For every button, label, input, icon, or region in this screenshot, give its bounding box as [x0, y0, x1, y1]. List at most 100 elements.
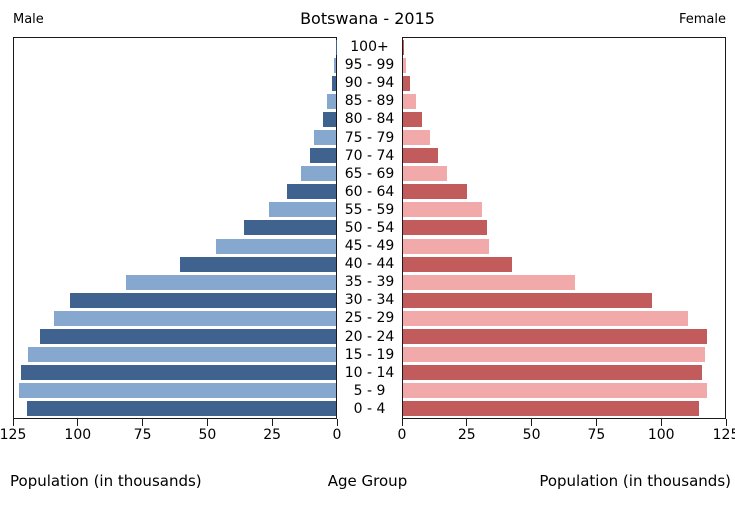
pyramid-row-female-0-4: [403, 400, 725, 418]
female-x-axis: 0 25 50 75 100 125: [398, 419, 735, 442]
age-label-30-34: 30 - 34: [344, 292, 395, 309]
pyramid-row-female-60-64: [403, 183, 725, 201]
female-bar-90-94: [403, 75, 410, 91]
male-bar-75-79: [313, 130, 336, 146]
tick-mark-0: [401, 419, 403, 426]
pyramid-row-female-5-9: [403, 382, 725, 400]
pyramid-row-male-15-19: [14, 346, 336, 364]
tick-label-75: 75: [133, 427, 152, 443]
tick-label-0: 0: [397, 427, 407, 443]
female-bar-50-54: [403, 220, 487, 236]
female-bar-65-69: [403, 166, 448, 182]
pyramid-row-female-65-69: [403, 165, 725, 183]
pyramid-row-male-25-29: [14, 309, 336, 327]
male-bar-30-34: [69, 292, 336, 308]
pyramid-row-female-45-49: [403, 237, 725, 255]
tick-mark-125: [12, 419, 14, 426]
male-bar-70-74: [309, 148, 336, 164]
pyramid-row-female-85-89: [403, 92, 725, 110]
tick-mark-75: [142, 419, 144, 426]
pyramid-row-female-35-39: [403, 273, 725, 291]
age-label-45-49: 45 - 49: [344, 238, 395, 255]
pyramid-row-male-5-9: [14, 382, 336, 400]
age-label-25-29: 25 - 29: [344, 310, 395, 327]
tick-mark-50: [531, 419, 533, 426]
female-bar-35-39: [403, 274, 576, 290]
male-bar-65-69: [301, 166, 336, 182]
pyramid-row-male-85-89: [14, 92, 336, 110]
female-bar-55-59: [403, 202, 482, 218]
age-label-0-4: 0 - 4: [353, 400, 386, 417]
pyramid-row-male-0-4: [14, 400, 336, 418]
tick-label-125: 125: [0, 427, 27, 443]
tick-label-100: 100: [64, 427, 92, 443]
pyramid-row-female-15-19: [403, 346, 725, 364]
male-bar-45-49: [215, 238, 336, 254]
age-label-100plus: 100+: [350, 39, 389, 56]
pyramid-row-female-70-74: [403, 147, 725, 165]
male-bar-5-9: [19, 383, 336, 399]
pyramid-row-female-95-99: [403, 56, 725, 74]
male-bar-50-54: [243, 220, 336, 236]
male-bar-10-14: [20, 365, 336, 381]
pyramid-row-male-90-94: [14, 74, 336, 92]
pyramid-row-male-70-74: [14, 147, 336, 165]
pyramid-row-female-25-29: [403, 309, 725, 327]
tick-label-125: 125: [712, 427, 735, 443]
tick-mark-25: [271, 419, 273, 426]
age-label-80-84: 80 - 84: [344, 111, 395, 128]
female-bar-100plus: [403, 39, 404, 55]
male-plot: [13, 37, 337, 419]
tick-mark-75: [595, 419, 597, 426]
tick-label-75: 75: [587, 427, 606, 443]
age-label-90-94: 90 - 94: [344, 75, 395, 92]
pyramid-row-female-20-24: [403, 328, 725, 346]
tick-mark-100: [77, 419, 79, 426]
female-bar-30-34: [403, 292, 652, 308]
male-bar-20-24: [39, 329, 336, 345]
pyramid-row-male-75-79: [14, 128, 336, 146]
pyramid-row-male-10-14: [14, 364, 336, 382]
age-label-70-74: 70 - 74: [344, 147, 395, 164]
female-bar-25-29: [403, 310, 689, 326]
female-bar-95-99: [403, 57, 407, 73]
pyramid-row-male-95-99: [14, 56, 336, 74]
xlabel-population-right: Population (in thousands): [539, 472, 731, 490]
female-bar-85-89: [403, 93, 416, 109]
tick-label-25: 25: [457, 427, 476, 443]
xlabel-population-left: Population (in thousands): [10, 472, 202, 490]
tick-label-50: 50: [522, 427, 541, 443]
chart-title: Botswana - 2015: [300, 9, 435, 28]
pyramid-row-female-90-94: [403, 74, 725, 92]
female-bar-5-9: [403, 383, 708, 399]
female-bar-10-14: [403, 365, 702, 381]
age-label-85-89: 85 - 89: [344, 93, 395, 110]
male-bar-55-59: [269, 202, 336, 218]
male-bar-60-64: [287, 184, 336, 200]
pyramid-row-male-35-39: [14, 273, 336, 291]
male-bar-0-4: [26, 401, 336, 417]
age-label-10-14: 10 - 14: [344, 364, 395, 381]
female-bar-75-79: [403, 130, 431, 146]
pyramid-row-male-80-84: [14, 110, 336, 128]
pyramid-row-female-40-44: [403, 255, 725, 273]
female-side-label: Female: [678, 12, 726, 27]
female-bar-40-44: [403, 256, 512, 272]
pyramid-row-female-80-84: [403, 110, 725, 128]
pyramid-row-female-100plus: [403, 38, 725, 56]
female-bar-45-49: [403, 238, 490, 254]
age-label-55-59: 55 - 59: [344, 201, 395, 218]
chart-area: 100+ 95 - 99 90 - 94 85 - 89 80 - 84 75 - 79 7…: [13, 37, 726, 419]
age-label-40-44: 40 - 44: [344, 256, 395, 273]
male-bar-90-94: [331, 75, 336, 91]
pyramid-row-male-50-54: [14, 219, 336, 237]
female-bar-15-19: [403, 347, 706, 363]
age-label-50-54: 50 - 54: [344, 219, 395, 236]
tick-mark-50: [206, 419, 208, 426]
pyramid-row-male-20-24: [14, 328, 336, 346]
age-label-35-39: 35 - 39: [344, 274, 395, 291]
male-bar-95-99: [333, 57, 336, 73]
tick-mark-25: [466, 419, 468, 426]
male-bar-85-89: [326, 93, 336, 109]
